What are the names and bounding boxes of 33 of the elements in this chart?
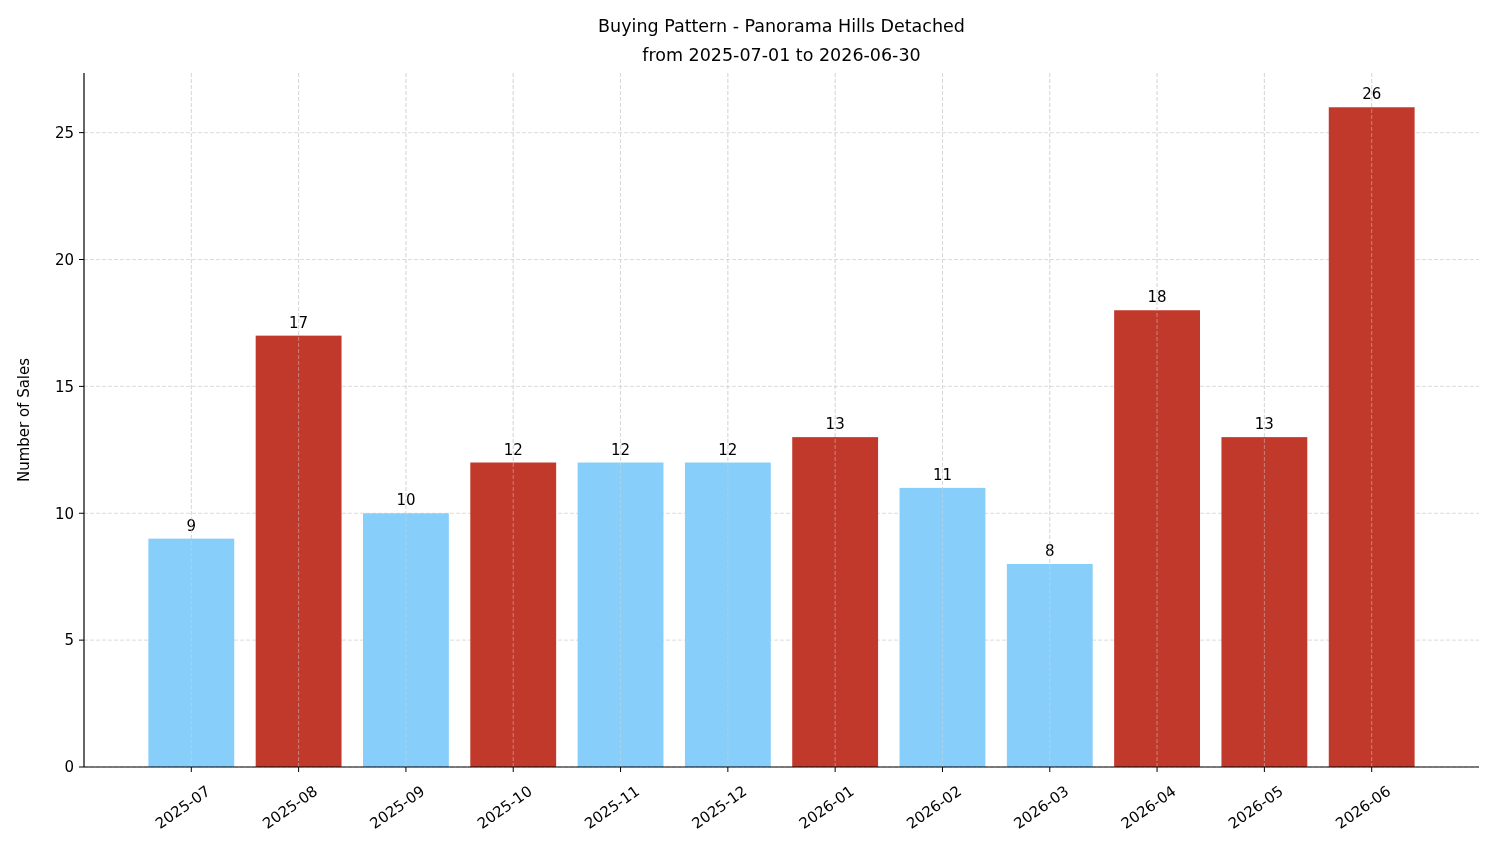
- data-label: 13: [825, 415, 845, 434]
- data-label: 11: [932, 465, 953, 484]
- bar: [148, 538, 235, 767]
- y-tick-label: 25: [54, 123, 74, 142]
- bar: [255, 335, 342, 767]
- bar: [1114, 310, 1200, 767]
- y-tick-label: 10: [54, 504, 74, 523]
- data-label: 13: [1254, 415, 1274, 434]
- bar: [470, 462, 557, 767]
- bar: [577, 462, 664, 767]
- y-axis-title: Number of Sales: [15, 357, 33, 483]
- data-label: 26: [1362, 85, 1382, 104]
- data-label: 10: [396, 491, 416, 510]
- data-label: 12: [503, 440, 523, 459]
- data-label: 9: [186, 516, 197, 535]
- bar: [792, 437, 879, 767]
- data-label: 12: [610, 440, 631, 459]
- bar: [1006, 564, 1093, 767]
- bar: [1221, 437, 1308, 767]
- y-tick-label: 20: [54, 250, 74, 269]
- y-tick-label: 0: [64, 758, 74, 777]
- y-tick-label: 5: [64, 631, 74, 650]
- chart-subtitle: from 2025-07-01 to 2026-06-30: [642, 45, 921, 65]
- data-label: 12: [718, 440, 738, 459]
- data-label: 18: [1147, 288, 1167, 307]
- bar: [1328, 107, 1415, 767]
- bar: [899, 487, 986, 767]
- chart-title: Buying Pattern - Panorama Hills Detached: [598, 16, 965, 36]
- data-label: 8: [1045, 542, 1055, 560]
- data-label: 17: [289, 313, 309, 332]
- bar: [684, 462, 771, 767]
- bar: [363, 513, 449, 767]
- y-tick-label: 15: [54, 377, 74, 396]
